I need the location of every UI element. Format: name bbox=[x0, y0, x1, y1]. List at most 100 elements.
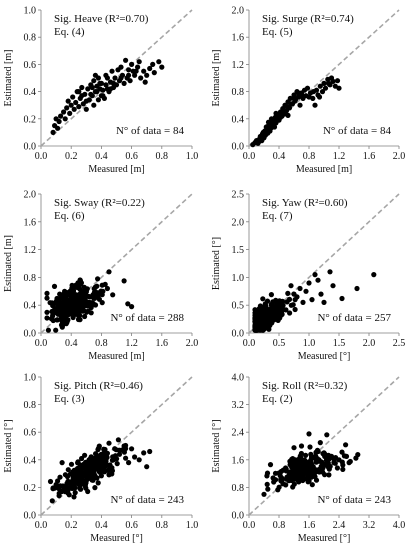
y-axis-title: Estimated [m] bbox=[3, 235, 14, 292]
data-point bbox=[52, 485, 58, 491]
data-point bbox=[123, 57, 129, 63]
data-point bbox=[123, 442, 129, 449]
data-point bbox=[70, 296, 76, 302]
y-tick-label: 3.2 bbox=[232, 400, 245, 411]
x-axis-title: Measured [m] bbox=[88, 351, 144, 362]
data-point bbox=[47, 300, 53, 306]
data-point bbox=[318, 291, 324, 297]
data-point bbox=[256, 323, 262, 329]
data-point bbox=[156, 59, 162, 65]
y-tick-label: 1.0 bbox=[24, 373, 37, 384]
data-point bbox=[71, 312, 77, 318]
data-point bbox=[91, 78, 97, 84]
data-point bbox=[112, 75, 118, 81]
x-tick-label: 0.0 bbox=[243, 520, 256, 531]
data-point bbox=[109, 468, 115, 474]
data-point bbox=[298, 450, 304, 457]
data-point bbox=[308, 462, 314, 468]
data-point bbox=[300, 470, 306, 477]
chart-panel-4: 0.0 0.5 1.0 1.5 2.0 2.5 0.0 0.5 1.0 1.5 2.0 2.5 Meas… bbox=[211, 190, 405, 363]
data-point bbox=[129, 304, 135, 310]
data-point bbox=[97, 80, 103, 86]
y-axis-title: Estimated [m] bbox=[3, 50, 14, 107]
data-point bbox=[284, 104, 290, 110]
x-axis-title: Measured [°] bbox=[298, 533, 351, 544]
panel-title: Sig. Heave (R²=0.70) bbox=[54, 13, 149, 25]
data-point bbox=[103, 82, 109, 88]
data-point bbox=[86, 457, 92, 463]
data-point bbox=[270, 475, 276, 481]
data-point bbox=[89, 477, 95, 483]
data-point bbox=[102, 446, 108, 453]
data-point bbox=[275, 487, 281, 493]
data-point bbox=[82, 483, 88, 489]
data-point bbox=[116, 447, 122, 453]
y-tick-label: 0.6 bbox=[24, 60, 37, 71]
y-tick-label: 0.8 bbox=[232, 483, 245, 494]
data-point bbox=[290, 472, 296, 478]
x-tick-label: 1.5 bbox=[333, 338, 346, 349]
x-tick-label: 1.0 bbox=[303, 338, 316, 349]
y-tick-label: 1.0 bbox=[232, 273, 245, 284]
x-tick-label: 2.0 bbox=[363, 338, 376, 349]
data-point bbox=[339, 295, 345, 302]
data-point bbox=[276, 470, 282, 476]
x-tick-label: 2.5 bbox=[393, 338, 406, 349]
data-point bbox=[339, 459, 345, 465]
data-point bbox=[67, 471, 73, 477]
data-count-label: N° of data = 84 bbox=[323, 125, 392, 137]
data-point bbox=[256, 306, 262, 312]
chart-panel-5: 0.0 0.2 0.4 0.6 0.8 1.0 0.0 0.2 0.4 0.6 0.8 1.0 Meas… bbox=[3, 373, 198, 545]
data-point bbox=[69, 282, 75, 288]
data-point bbox=[303, 288, 309, 294]
data-point bbox=[138, 75, 144, 81]
y-tick-label: 0.8 bbox=[24, 273, 37, 284]
data-point bbox=[287, 476, 293, 482]
data-point bbox=[270, 307, 276, 313]
data-point bbox=[106, 472, 112, 478]
y-tick-label: 0.8 bbox=[24, 33, 37, 44]
y-tick-label: 4.0 bbox=[232, 373, 245, 384]
data-point bbox=[283, 466, 289, 472]
data-point bbox=[47, 478, 54, 485]
data-point bbox=[279, 299, 285, 305]
y-tick-label: 2.0 bbox=[232, 217, 245, 228]
data-point bbox=[91, 286, 97, 292]
x-tick-label: 0.8 bbox=[303, 151, 316, 162]
data-point bbox=[306, 280, 312, 286]
y-tick-label: 1.5 bbox=[232, 245, 245, 256]
x-axis-title: Measured [°] bbox=[298, 351, 351, 362]
data-point bbox=[264, 470, 271, 476]
data-point bbox=[297, 285, 303, 292]
data-point bbox=[53, 327, 59, 333]
data-point bbox=[264, 481, 270, 487]
data-point bbox=[267, 312, 273, 318]
data-point bbox=[346, 460, 352, 466]
data-count-label: N° of data = 288 bbox=[110, 312, 184, 324]
data-point bbox=[68, 102, 74, 108]
data-point bbox=[316, 457, 322, 463]
data-point bbox=[336, 85, 342, 91]
data-point bbox=[263, 317, 269, 323]
x-tick-label: 0.8 bbox=[156, 520, 169, 531]
y-axis-title: Estimated [m] bbox=[211, 50, 222, 107]
data-point bbox=[107, 86, 114, 92]
x-tick-label: 0.8 bbox=[273, 520, 286, 531]
data-point bbox=[77, 286, 83, 292]
data-point bbox=[100, 87, 106, 93]
y-tick-label: 0.5 bbox=[232, 301, 245, 312]
data-point bbox=[151, 70, 157, 76]
data-point bbox=[309, 297, 315, 303]
data-count-label: N° of data = 84 bbox=[116, 125, 185, 137]
data-point bbox=[79, 84, 85, 91]
data-point bbox=[89, 468, 95, 475]
data-point bbox=[82, 313, 88, 320]
data-point bbox=[109, 457, 115, 463]
data-point bbox=[287, 458, 293, 464]
data-point bbox=[125, 301, 131, 307]
data-point bbox=[49, 498, 55, 504]
data-point bbox=[110, 292, 116, 298]
data-point bbox=[73, 99, 79, 106]
data-point bbox=[70, 288, 77, 294]
